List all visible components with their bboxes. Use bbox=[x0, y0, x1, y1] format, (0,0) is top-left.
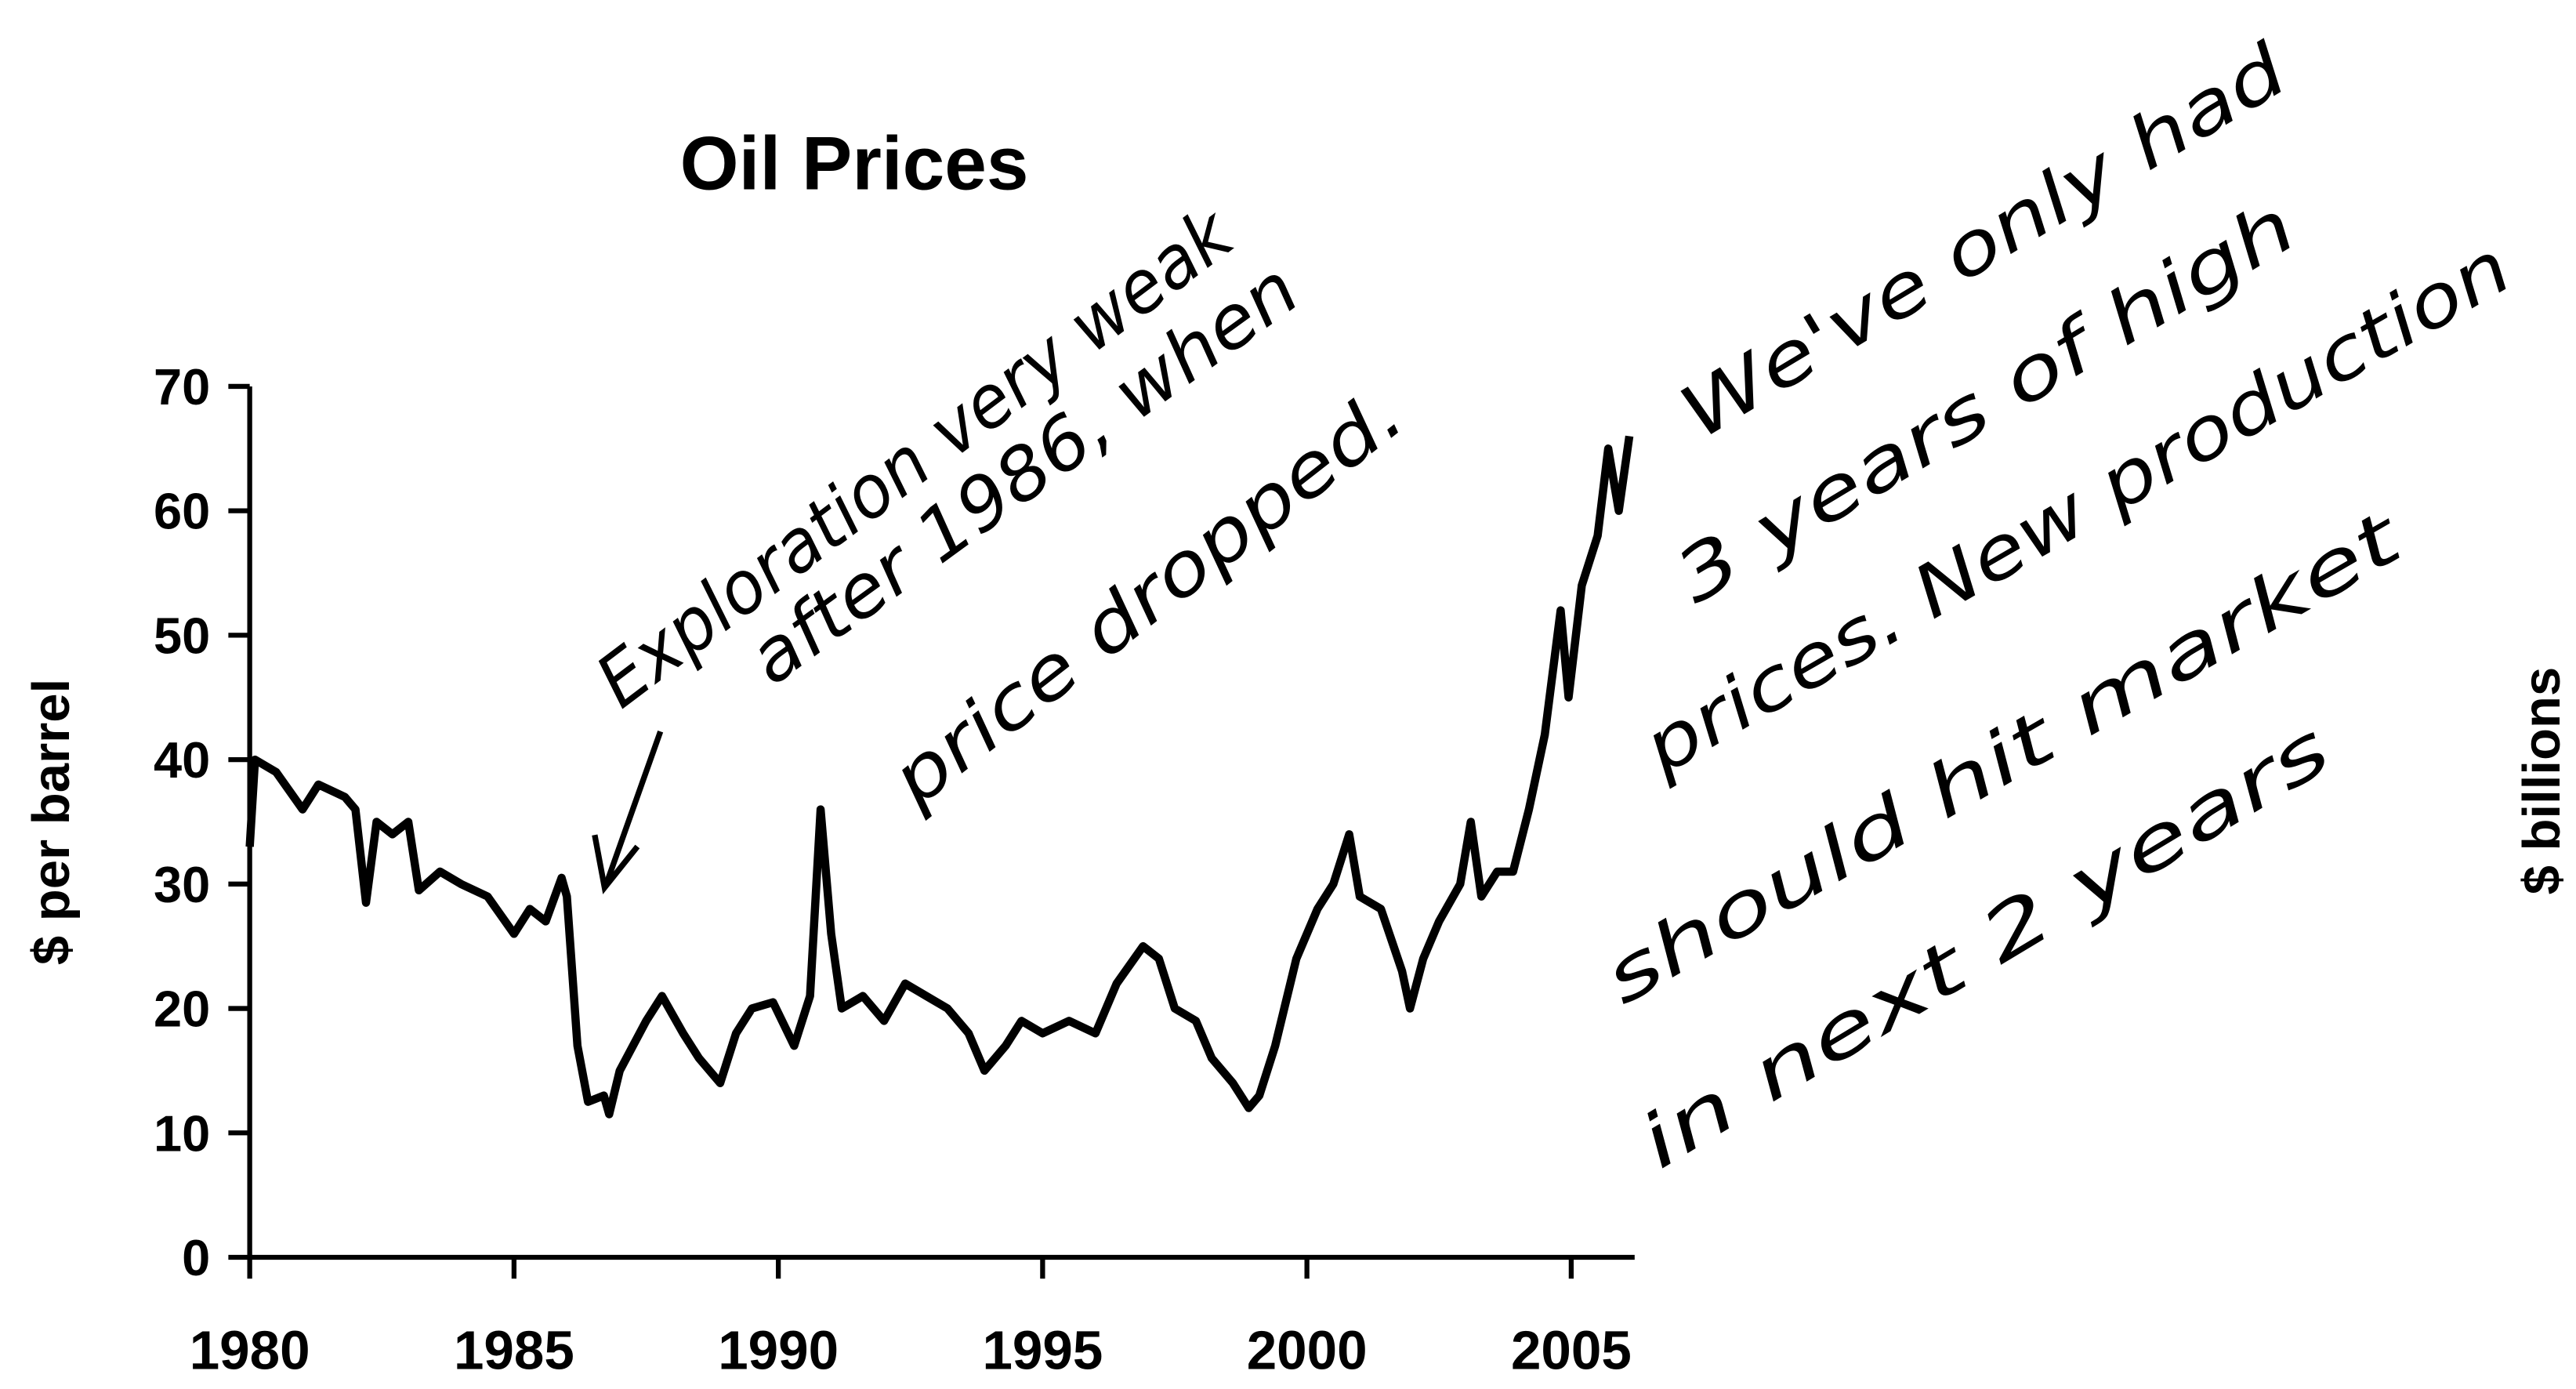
x-tick-label: 1980 bbox=[190, 1320, 310, 1381]
price-line bbox=[245, 435, 1634, 1119]
x-tick-label: 2000 bbox=[1247, 1320, 1368, 1381]
y-tick-label: 30 bbox=[154, 856, 210, 913]
x-tick-label: 2005 bbox=[1511, 1320, 1632, 1381]
annotation: after 1986, when bbox=[733, 246, 1314, 701]
y-tick-label: 10 bbox=[154, 1104, 210, 1162]
y-tick-label: 0 bbox=[182, 1229, 210, 1286]
x-tick-label: 1990 bbox=[718, 1320, 839, 1381]
chart-title: Oil Prices bbox=[680, 121, 1029, 205]
y-tick-label: 40 bbox=[154, 731, 210, 789]
arrow bbox=[592, 730, 664, 894]
y-tick-label: 20 bbox=[154, 981, 210, 1038]
y-tick-label: 50 bbox=[154, 607, 210, 664]
x-tick-label: 1995 bbox=[982, 1320, 1103, 1381]
y-tick-label: 70 bbox=[154, 358, 210, 415]
y-axis-label: $ per barrel bbox=[22, 679, 81, 965]
x-tick-label: 1985 bbox=[454, 1320, 574, 1381]
y2-axis-label: $ billions bbox=[2513, 667, 2571, 895]
y-tick-label: 60 bbox=[154, 483, 210, 540]
